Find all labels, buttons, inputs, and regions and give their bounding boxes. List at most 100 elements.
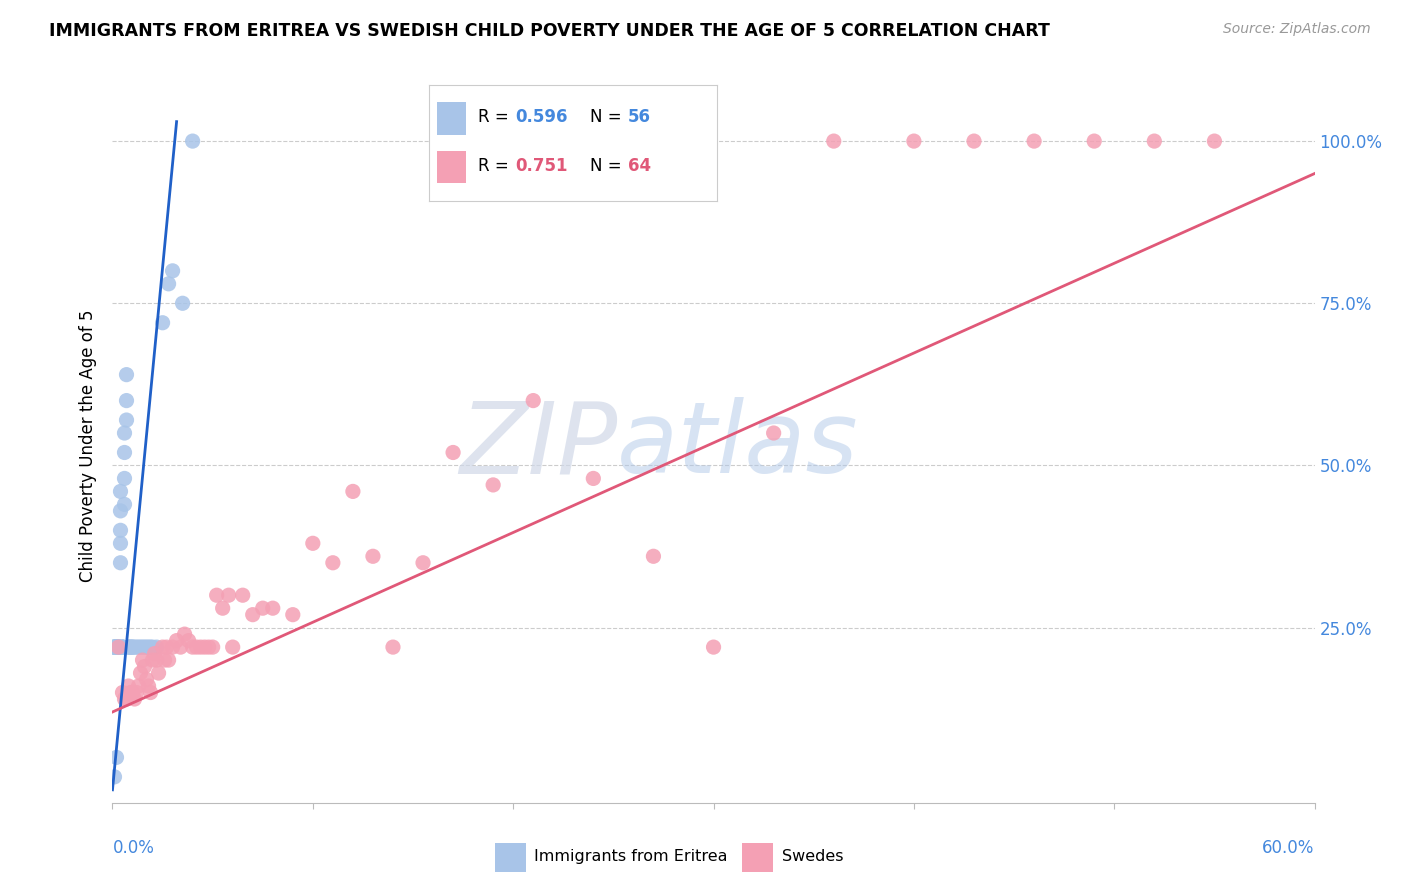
Point xyxy=(1024,134,1046,148)
Point xyxy=(139,685,162,699)
Point xyxy=(124,640,146,654)
Point xyxy=(181,640,204,654)
Point xyxy=(117,640,139,654)
Point xyxy=(166,633,188,648)
Point xyxy=(135,640,157,654)
Point xyxy=(115,368,138,382)
Point xyxy=(107,640,129,654)
Point xyxy=(103,640,125,654)
Text: Immigrants from Eritrea: Immigrants from Eritrea xyxy=(534,849,728,863)
Point xyxy=(190,640,212,654)
Point xyxy=(105,640,128,654)
Point xyxy=(120,685,142,699)
Text: 0.751: 0.751 xyxy=(515,157,568,175)
Point xyxy=(121,640,143,654)
Point xyxy=(172,296,194,310)
Point xyxy=(110,556,132,570)
Point xyxy=(114,692,136,706)
Bar xyxy=(437,103,467,135)
Point xyxy=(382,640,405,654)
Point xyxy=(129,666,152,681)
Point xyxy=(582,471,605,485)
Point xyxy=(124,692,146,706)
Point xyxy=(157,277,180,291)
Text: 56: 56 xyxy=(627,108,651,126)
Point xyxy=(1204,134,1226,148)
Point xyxy=(903,134,925,148)
Text: atlas: atlas xyxy=(617,398,859,494)
Point xyxy=(412,556,434,570)
Bar xyxy=(437,151,467,183)
Point xyxy=(107,640,129,654)
Point xyxy=(105,750,128,764)
Point xyxy=(114,425,136,440)
Point xyxy=(823,134,845,148)
Point xyxy=(252,601,274,615)
Point xyxy=(117,640,139,654)
Point xyxy=(762,425,785,440)
Point xyxy=(111,640,134,654)
Point xyxy=(114,445,136,459)
Point xyxy=(120,640,142,654)
Text: 0.596: 0.596 xyxy=(515,108,568,126)
Text: Source: ZipAtlas.com: Source: ZipAtlas.com xyxy=(1223,22,1371,37)
Point xyxy=(482,478,505,492)
Point xyxy=(1143,134,1166,148)
Point xyxy=(522,393,544,408)
Text: 0.0%: 0.0% xyxy=(112,838,155,856)
Point xyxy=(342,484,364,499)
Point xyxy=(129,640,152,654)
Text: Swedes: Swedes xyxy=(782,849,844,863)
Point xyxy=(139,640,162,654)
Point xyxy=(322,556,344,570)
Point xyxy=(205,588,228,602)
Point xyxy=(262,601,284,615)
Point xyxy=(153,653,176,667)
Point xyxy=(121,640,143,654)
Point xyxy=(702,640,725,654)
Point xyxy=(281,607,304,622)
Text: N =: N = xyxy=(591,108,627,126)
Point xyxy=(169,640,191,654)
Point xyxy=(105,640,128,654)
Point xyxy=(173,627,195,641)
Point xyxy=(302,536,325,550)
Point xyxy=(152,316,174,330)
Point xyxy=(138,640,160,654)
Point xyxy=(110,524,132,538)
Text: N =: N = xyxy=(591,157,627,175)
Point xyxy=(103,640,125,654)
Point xyxy=(194,640,217,654)
Point xyxy=(222,640,245,654)
Point xyxy=(105,640,128,654)
Point xyxy=(111,640,134,654)
Point xyxy=(111,640,134,654)
Point xyxy=(103,640,125,654)
Point xyxy=(155,640,177,654)
Bar xyxy=(495,843,526,872)
Point xyxy=(152,640,174,654)
Point xyxy=(141,653,163,667)
Point xyxy=(128,679,150,693)
Point xyxy=(186,640,208,654)
Point xyxy=(121,685,143,699)
Point xyxy=(963,134,986,148)
Point xyxy=(115,413,138,427)
Point xyxy=(134,640,156,654)
Text: R =: R = xyxy=(478,108,513,126)
Point xyxy=(157,653,180,667)
Point xyxy=(197,640,219,654)
Point xyxy=(107,640,129,654)
Point xyxy=(1083,134,1105,148)
Text: ZIP: ZIP xyxy=(460,398,617,494)
Point xyxy=(105,640,128,654)
Point xyxy=(177,633,200,648)
Text: 64: 64 xyxy=(627,157,651,175)
Point xyxy=(441,445,464,459)
Point xyxy=(111,640,134,654)
Y-axis label: Child Poverty Under the Age of 5: Child Poverty Under the Age of 5 xyxy=(79,310,97,582)
Point xyxy=(117,679,139,693)
Point xyxy=(143,647,166,661)
Point xyxy=(181,134,204,148)
Point xyxy=(211,601,233,615)
